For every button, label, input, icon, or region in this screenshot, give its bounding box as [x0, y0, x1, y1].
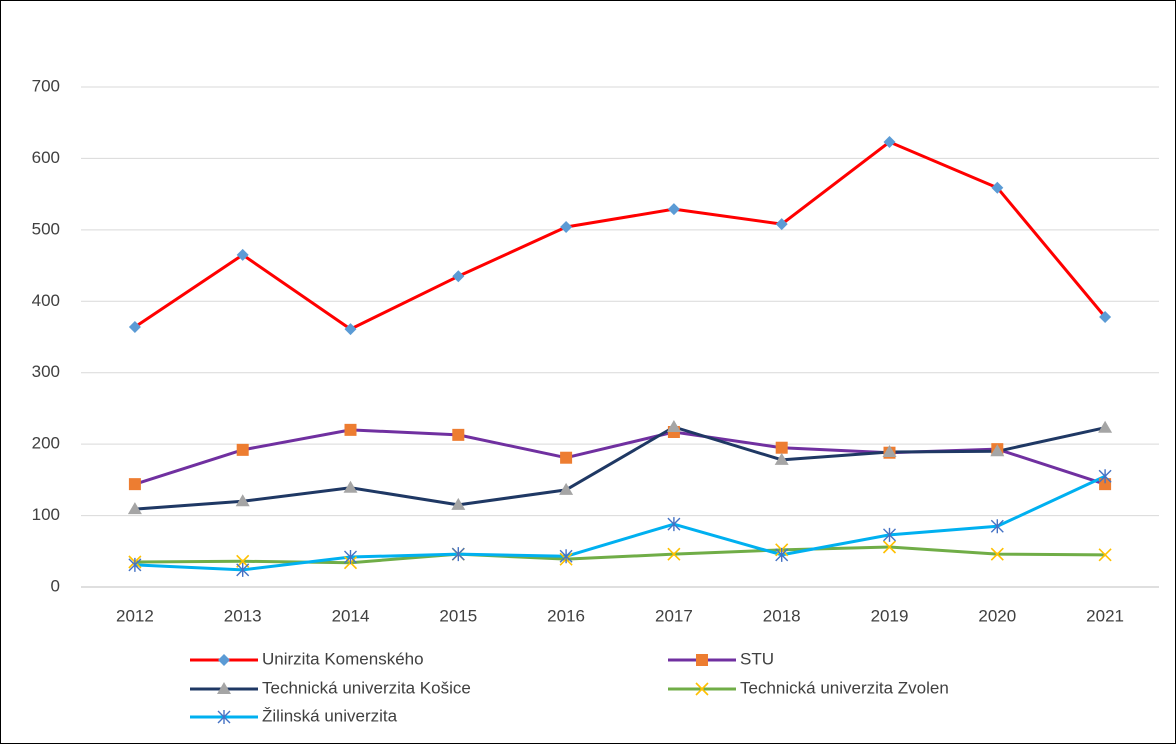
marker — [217, 682, 231, 694]
marker — [217, 710, 231, 724]
marker — [344, 423, 357, 436]
marker — [991, 181, 1004, 194]
legend-item: STU — [668, 649, 774, 668]
series-line — [134, 474, 1106, 572]
legend-item: Technická univerzita Košice — [190, 678, 471, 697]
x-tick-label: 2016 — [547, 606, 585, 625]
x-tick-label: 2020 — [978, 606, 1016, 625]
y-tick-label: 500 — [32, 219, 60, 238]
x-tick-label: 2014 — [332, 606, 370, 625]
marker — [560, 221, 573, 233]
marker — [696, 654, 708, 666]
x-tick-label: 2015 — [439, 606, 477, 625]
marker — [774, 452, 789, 465]
marker — [695, 682, 709, 696]
marker — [1098, 420, 1113, 433]
marker — [775, 218, 788, 231]
marker — [344, 550, 357, 564]
marker — [236, 443, 249, 456]
legend-label: STU — [740, 649, 774, 668]
marker — [127, 502, 142, 515]
y-tick-label: 100 — [32, 505, 60, 524]
marker — [1099, 311, 1112, 323]
y-tick-label: 600 — [32, 148, 60, 167]
x-tick-label: 2017 — [655, 606, 693, 625]
marker — [883, 527, 896, 542]
marker — [451, 547, 465, 562]
x-tick-label: 2012 — [116, 606, 154, 625]
marker — [559, 482, 574, 495]
marker — [343, 480, 358, 493]
y-tick-label: 700 — [32, 76, 60, 95]
marker — [344, 323, 357, 336]
x-tick-label: 2019 — [871, 606, 909, 625]
x-tick-label: 2013 — [224, 606, 262, 625]
legend-item: Žilinská univerzita — [190, 706, 398, 725]
marker — [236, 562, 250, 577]
legend-label: Technická univerzita Zvolen — [740, 678, 949, 697]
marker — [990, 444, 1005, 457]
marker — [236, 248, 249, 261]
marker — [452, 428, 465, 441]
marker — [451, 497, 466, 510]
marker — [559, 549, 573, 564]
marker — [128, 321, 141, 333]
y-tick-label: 200 — [32, 434, 60, 453]
marker — [775, 547, 789, 562]
marker — [1098, 548, 1112, 562]
x-tick-label: 2018 — [763, 606, 801, 625]
marker — [990, 519, 1004, 534]
marker — [667, 517, 681, 532]
y-tick-label: 400 — [32, 291, 60, 310]
legend-label: Žilinská univerzita — [262, 706, 398, 725]
marker — [452, 270, 465, 283]
marker — [667, 547, 681, 561]
marker — [218, 654, 230, 666]
y-tick-label: 0 — [51, 576, 60, 595]
series-line — [134, 425, 1106, 511]
legend-item: Unirzita Komenského — [190, 649, 424, 668]
marker — [882, 540, 897, 554]
marker — [1098, 469, 1112, 484]
marker — [882, 445, 897, 457]
marker — [128, 557, 142, 572]
legend-item: Technická univerzita Zvolen — [668, 678, 949, 697]
marker — [775, 441, 788, 454]
marker — [128, 478, 141, 491]
marker — [560, 451, 573, 464]
marker — [883, 136, 896, 148]
marker — [666, 420, 681, 432]
legend-label: Unirzita Komenského — [262, 649, 424, 668]
x-tick-label: 2021 — [1086, 606, 1124, 625]
marker — [990, 547, 1004, 561]
series-line — [134, 140, 1107, 331]
y-tick-label: 300 — [32, 362, 60, 381]
legend-label: Technická univerzita Košice — [262, 678, 471, 697]
marker — [235, 494, 250, 507]
marker — [1099, 478, 1112, 491]
marker — [667, 203, 680, 216]
